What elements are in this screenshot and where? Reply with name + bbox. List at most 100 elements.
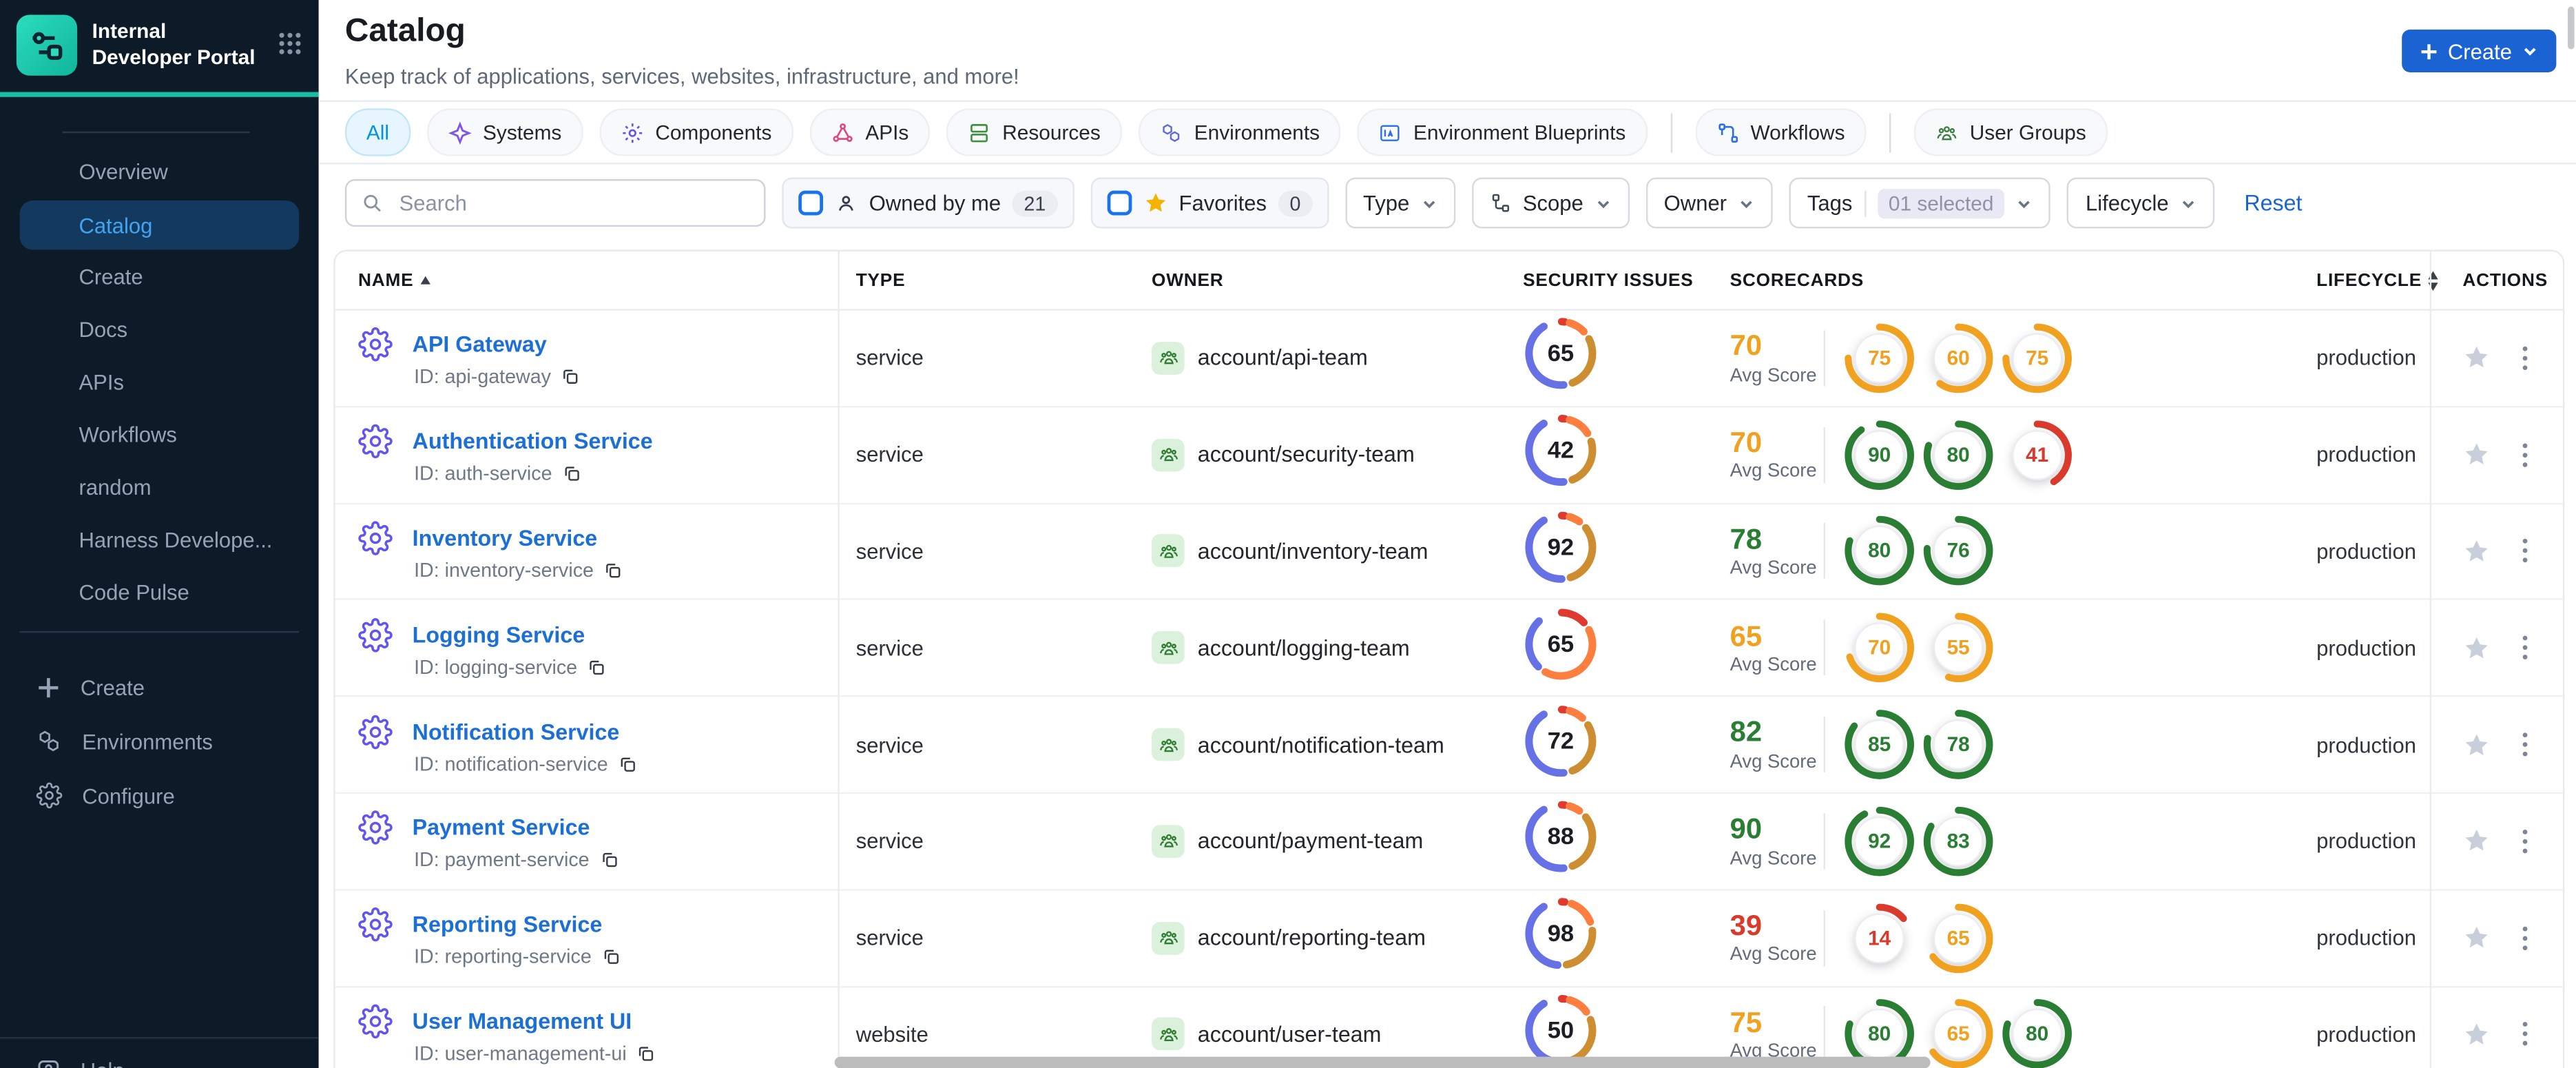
sidebar-item-apis[interactable]: APIs (79, 369, 125, 394)
favorite-star-button[interactable] (2462, 634, 2491, 662)
lifecycle-cell: production (2298, 697, 2430, 792)
search-input[interactable] (395, 189, 749, 217)
kebab-menu-button[interactable] (2513, 1021, 2536, 1047)
tags-dropdown[interactable]: Tags 01 selected (1789, 177, 2051, 229)
copy-icon[interactable] (636, 1044, 656, 1064)
copy-icon[interactable] (618, 754, 638, 774)
owned-by-me-checkbox[interactable] (798, 190, 823, 216)
scorecards-cell: 75 Avg Score 80 65 80 (1712, 987, 2298, 1068)
copy-icon[interactable] (562, 464, 582, 484)
copy-icon[interactable] (561, 367, 581, 387)
create-button[interactable]: Create (2402, 29, 2557, 72)
favorite-star-button[interactable] (2462, 537, 2491, 566)
tab-all[interactable]: All (344, 108, 411, 156)
tags-selected-badge: 01 selected (1877, 188, 2006, 218)
owner-cell: account/user-team (1134, 987, 1505, 1068)
avg-score-value: 70 (1730, 329, 1763, 362)
favorite-star-button[interactable] (2462, 730, 2491, 759)
kebab-menu-button[interactable] (2513, 538, 2536, 564)
sidebar-item-workflows[interactable]: Workflows (79, 421, 177, 446)
sidebar-item-code-pulse[interactable]: Code Pulse (79, 579, 189, 604)
kebab-menu-button[interactable] (2513, 828, 2536, 854)
entity-id: ID: user-management-ui (414, 1042, 627, 1065)
tab-environment-blueprints[interactable]: Environment Blueprints (1357, 108, 1648, 156)
kebab-menu-button[interactable] (2513, 925, 2536, 951)
sidebar-item-overview[interactable]: Overview (79, 158, 168, 183)
sidebar-item-catalog[interactable]: Catalog (19, 200, 300, 250)
entity-name-link[interactable]: Notification Service (412, 719, 620, 744)
owner-dropdown[interactable]: Owner (1645, 177, 1773, 229)
app-switcher-icon[interactable] (278, 31, 302, 56)
kebab-menu-button[interactable] (2513, 635, 2536, 661)
owner-cell: account/notification-team (1134, 697, 1505, 792)
tab-components[interactable]: Components (599, 108, 793, 156)
tab-resources[interactable]: Resources (946, 108, 1122, 156)
sidebar-item-harness-develope-[interactable]: Harness Develope... (79, 526, 273, 552)
owned-by-me-filter[interactable]: Owned by me 21 (782, 177, 1074, 229)
svg-text:92: 92 (1868, 830, 1891, 852)
sidebar-item-docs[interactable]: Docs (79, 316, 128, 341)
tab-user-groups[interactable]: User Groups (1913, 108, 2108, 156)
avg-score-label: Avg Score (1730, 945, 1817, 965)
page-title: Catalog (344, 13, 466, 50)
environments-icon (1160, 121, 1183, 143)
entity-name-link[interactable]: API Gateway (412, 332, 547, 358)
sidebar-item-create[interactable]: Create (20, 664, 299, 710)
app-logo (16, 14, 78, 76)
kebab-menu-button[interactable] (2513, 732, 2536, 758)
chevron-down-icon (2183, 200, 2194, 208)
scope-dropdown[interactable]: Scope (1471, 177, 1630, 229)
reset-filters-link[interactable]: Reset (2244, 190, 2303, 216)
svg-text:65: 65 (1548, 341, 1574, 367)
tab-apis[interactable]: APIs (809, 108, 931, 156)
table-row: Logging Service ID: logging-service serv… (335, 601, 2563, 697)
entity-name-link[interactable]: Logging Service (412, 622, 585, 648)
entity-name-link[interactable]: User Management UI (412, 1009, 632, 1034)
scorecards-cell: 39 Avg Score 14 65 (1712, 890, 2298, 985)
favorite-star-button[interactable] (2462, 344, 2491, 372)
entity-name-link[interactable]: Authentication Service (412, 429, 653, 454)
column-header-lifecycle[interactable]: LIFECYCLE (2298, 270, 2438, 290)
favorite-star-button[interactable] (2462, 828, 2491, 856)
tab-systems[interactable]: Systems (426, 108, 583, 156)
tab-environments[interactable]: Environments (1138, 108, 1342, 156)
entity-name-link[interactable]: Inventory Service (412, 526, 598, 551)
name-cell: Logging Service ID: logging-service (335, 601, 838, 696)
favorite-star-button[interactable] (2462, 441, 2491, 469)
lifecycle-value: production (2316, 635, 2416, 661)
vertical-scrollbar-thumb[interactable] (2568, 6, 2575, 50)
security-issues-donut: 72 (1523, 703, 1599, 787)
copy-icon[interactable] (587, 657, 607, 677)
sidebar-item-random[interactable]: random (79, 474, 152, 499)
sidebar-item-help[interactable]: Help (20, 1058, 125, 1068)
column-header-name[interactable]: NAME (335, 270, 838, 290)
copy-icon[interactable] (599, 850, 619, 870)
page-subtitle: Keep track of applications, services, we… (344, 64, 1019, 89)
kebab-menu-button[interactable] (2513, 345, 2536, 371)
user-group-icon (1159, 448, 1177, 462)
lifecycle-value: production (2316, 442, 2416, 467)
actions-cell (2430, 601, 2563, 696)
type-dropdown[interactable]: Type (1344, 177, 1456, 229)
favorites-filter[interactable]: Favorites 0 (1090, 177, 1329, 229)
security-issues-donut: 88 (1523, 799, 1599, 883)
owner-cell: account/api-team (1134, 311, 1505, 406)
favorite-star-button[interactable] (2462, 1020, 2491, 1049)
copy-icon[interactable] (601, 947, 621, 967)
horizontal-scrollbar-thumb[interactable] (834, 1056, 1931, 1068)
entity-name-link[interactable]: Payment Service (412, 815, 590, 841)
lifecycle-dropdown[interactable]: Lifecycle (2067, 177, 2215, 229)
tab-workflows[interactable]: Workflows (1694, 108, 1867, 156)
favorite-star-button[interactable] (2462, 924, 2491, 952)
svg-text:50: 50 (1548, 1017, 1574, 1043)
kebab-menu-button[interactable] (2513, 442, 2536, 468)
name-cell: Notification Service ID: notification-se… (335, 697, 838, 792)
sidebar-item-environments[interactable]: Environments (20, 718, 299, 764)
favorites-checkbox[interactable] (1106, 190, 1132, 216)
sidebar-item-create[interactable]: Create (79, 263, 143, 289)
copy-icon[interactable] (603, 560, 623, 580)
entity-name-link[interactable]: Reporting Service (412, 912, 603, 937)
sidebar-item-configure[interactable]: Configure (20, 772, 299, 819)
name-cell: Inventory Service ID: inventory-service (335, 504, 838, 599)
svg-text:60: 60 (1947, 347, 1970, 369)
